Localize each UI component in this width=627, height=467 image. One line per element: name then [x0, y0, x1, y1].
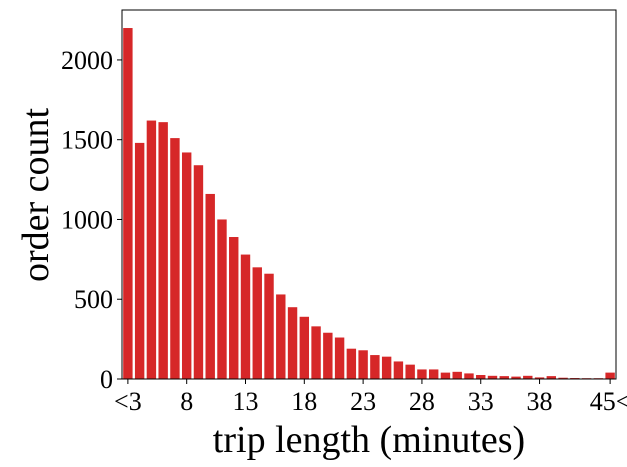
bar: [334, 337, 345, 379]
bar: [499, 376, 509, 379]
x-axis-label: trip length (minutes): [213, 419, 525, 461]
bar: [464, 373, 474, 379]
bar: [558, 377, 568, 379]
bar: [428, 369, 439, 379]
bar: [440, 372, 451, 379]
bar: [605, 372, 615, 379]
bar: [287, 307, 298, 379]
bar: [134, 142, 145, 379]
bar: [205, 193, 215, 379]
bar: [523, 375, 533, 379]
bar: [181, 152, 192, 379]
x-tick-label: 13: [233, 387, 259, 416]
bar: [311, 326, 321, 379]
x-tick-label: 45<: [590, 387, 627, 416]
bar: [417, 369, 427, 379]
x-tick-label: 38: [527, 387, 553, 416]
bar: [476, 375, 486, 379]
y-tick-label: 2000: [61, 46, 113, 75]
x-tick-label: 28: [409, 387, 435, 416]
bar: [252, 267, 262, 379]
y-tick-label: 1000: [61, 205, 113, 234]
x-tick-label: 33: [468, 387, 494, 416]
bar: [158, 122, 168, 380]
bar: [193, 165, 204, 379]
bar: [323, 332, 333, 379]
bar: [487, 375, 498, 379]
x-tick-label: 8: [180, 387, 193, 416]
bar: [405, 364, 415, 379]
bar: [276, 294, 286, 379]
bar: [381, 356, 392, 379]
y-tick-label: 500: [74, 285, 113, 314]
y-tick-label: 1500: [61, 126, 113, 155]
bar: [534, 377, 545, 379]
bar: [123, 28, 133, 380]
y-tick-label: 0: [100, 365, 113, 394]
bar: [346, 348, 357, 379]
bar: [264, 273, 274, 379]
bar: [229, 237, 239, 379]
bar: [240, 254, 251, 379]
bar: [358, 350, 368, 379]
y-axis-label: order count: [15, 108, 57, 283]
bar: [299, 316, 310, 379]
bar: [511, 376, 521, 379]
x-tick-label: 23: [350, 387, 376, 416]
bar: [146, 120, 157, 379]
bar: [452, 371, 462, 379]
bar: [217, 219, 227, 379]
plot-frame: [121, 9, 617, 380]
bar: [370, 355, 380, 379]
x-tick-label: <3: [114, 387, 142, 416]
bar: [393, 361, 404, 379]
x-tick-label: 18: [291, 387, 317, 416]
bar: [546, 376, 557, 379]
bar: [170, 138, 180, 379]
